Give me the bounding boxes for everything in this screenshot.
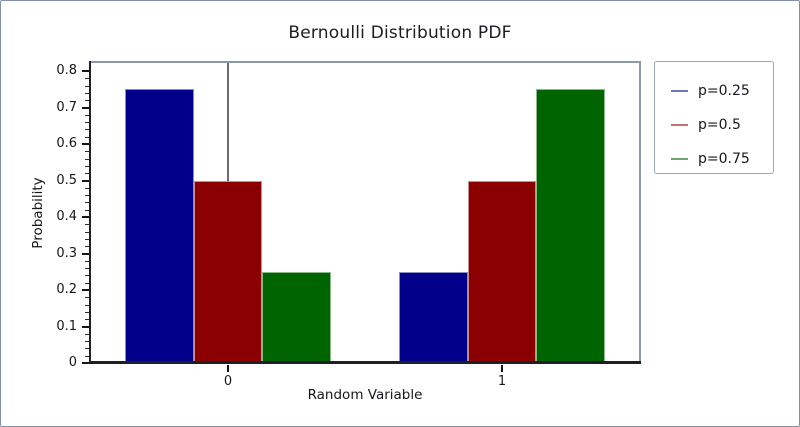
- legend-item-p=0.75: p=0.75: [671, 142, 773, 176]
- y-minor-tick: [85, 297, 89, 299]
- y-minor-tick: [85, 202, 89, 204]
- y-major-tick: [82, 289, 89, 291]
- x-axis-label: Random Variable: [307, 387, 423, 403]
- y-minor-tick: [85, 209, 89, 211]
- y-major-tick: [82, 216, 89, 218]
- y-major-tick: [82, 362, 89, 364]
- right-spine: [639, 61, 641, 363]
- y-tick-label: 0: [68, 355, 77, 370]
- y-minor-tick: [85, 85, 89, 87]
- y-major-tick: [82, 179, 89, 182]
- left-spine: [89, 61, 91, 363]
- y-minor-tick: [85, 129, 89, 131]
- y-minor-tick: [85, 100, 89, 102]
- y-tick-label: 0.6: [56, 136, 77, 151]
- y-tick-label: 0.7: [56, 99, 77, 115]
- y-tick-label: 0.4: [56, 209, 77, 224]
- y-minor-tick: [85, 355, 89, 357]
- legend-label: p=0.25: [698, 83, 750, 99]
- legend-line-swatch: [671, 124, 688, 126]
- y-tick-label: 0.3: [56, 245, 77, 261]
- bar-p=0.75-x1: [536, 89, 605, 363]
- legend: p=0.25 p=0.5 p=0.75: [654, 61, 774, 174]
- y-tick-label: 0.1: [56, 318, 77, 334]
- y-minor-tick: [85, 195, 89, 197]
- y-minor-tick: [85, 114, 89, 116]
- y-minor-tick: [85, 311, 89, 313]
- y-major-tick: [82, 70, 89, 72]
- y-minor-tick: [85, 238, 89, 240]
- y-minor-tick: [85, 187, 89, 189]
- x-tick-label: 1: [497, 374, 507, 389]
- y-minor-tick: [85, 224, 89, 226]
- x-major-tick: [227, 365, 229, 372]
- y-minor-tick: [85, 231, 89, 233]
- legend-label: p=0.5: [698, 117, 741, 133]
- y-major-tick: [82, 143, 89, 145]
- y-minor-tick: [85, 333, 89, 335]
- chart-title: Bernoulli Distribution PDF: [288, 23, 512, 43]
- y-tick-label: 0.5: [56, 172, 77, 188]
- bar-p=0.5-x0: [193, 180, 263, 363]
- bottom-spine: [89, 361, 641, 364]
- plot-area: 0 0.1 0.2 0.3 0.4 0.5 0.6 0.7 0.8 0 1: [56, 61, 641, 389]
- y-minor-tick: [85, 275, 89, 277]
- y-minor-tick: [85, 319, 89, 321]
- bar-p=0.75-x0: [262, 271, 331, 363]
- x-tick-label: 0: [223, 374, 233, 389]
- legend-item-p=0.25: p=0.25: [671, 74, 773, 108]
- y-minor-tick: [85, 165, 89, 167]
- y-minor-tick: [85, 92, 89, 94]
- legend-item-p=0.5: p=0.5: [671, 108, 773, 142]
- legend-line-swatch: [671, 158, 688, 160]
- bar-p=0.5-x1: [467, 180, 537, 363]
- y-minor-tick: [85, 348, 89, 350]
- y-minor-tick: [85, 268, 89, 270]
- y-minor-tick: [85, 341, 89, 343]
- y-minor-tick: [85, 173, 89, 175]
- y-minor-tick: [85, 122, 89, 124]
- y-minor-tick: [85, 282, 89, 284]
- y-minor-tick: [85, 158, 89, 160]
- y-major-tick: [82, 106, 89, 109]
- y-minor-tick: [85, 260, 89, 262]
- legend-line-swatch: [671, 90, 688, 92]
- y-tick-label: 0.2: [56, 282, 77, 297]
- y-minor-tick: [85, 246, 89, 248]
- y-minor-tick: [85, 304, 89, 306]
- legend-label: p=0.75: [698, 151, 750, 167]
- top-spine: [89, 61, 641, 63]
- y-minor-tick: [85, 136, 89, 138]
- y-tick-label: 0.8: [56, 63, 77, 78]
- y-major-tick: [82, 325, 89, 328]
- x-major-tick: [501, 365, 503, 372]
- y-minor-tick: [85, 78, 89, 80]
- y-minor-tick: [85, 151, 89, 153]
- bar-p=0.25-x0: [125, 89, 194, 363]
- y-major-tick: [82, 252, 89, 255]
- bar-p=0.25-x1: [399, 271, 468, 363]
